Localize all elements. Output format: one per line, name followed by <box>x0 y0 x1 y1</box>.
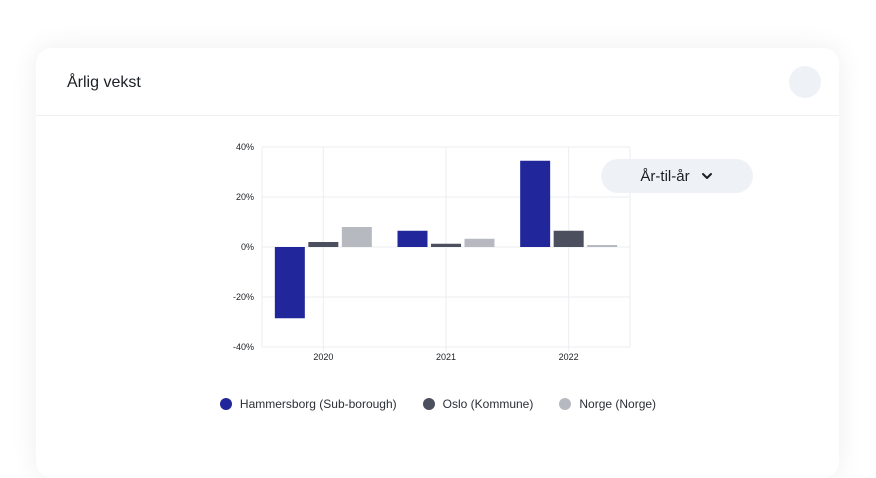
y-tick-label: -40% <box>233 342 254 352</box>
chevron-down-icon <box>701 173 712 179</box>
period-dropdown[interactable]: År-til-år <box>601 159 753 193</box>
legend-item[interactable]: Oslo (Kommune) <box>422 397 534 411</box>
header-action-button[interactable] <box>789 66 821 98</box>
bar-norge-2022 <box>587 245 618 247</box>
x-tick-label: 2021 <box>436 352 456 362</box>
legend-label: Hammersborg (Sub-borough) <box>239 397 397 411</box>
bar-norge-2021 <box>464 238 495 247</box>
legend-label: Norge (Norge) <box>579 397 657 411</box>
chart-legend: Hammersborg (Sub-borough) Oslo (Kommune) N… <box>0 397 876 411</box>
bar-oslo-2021 <box>431 243 461 247</box>
legend-swatch <box>422 398 435 410</box>
bar-hammersborg-2020 <box>274 247 305 319</box>
dropdown-selected-value: År-til-år <box>640 167 690 185</box>
y-tick-label: 20% <box>236 192 254 202</box>
legend-swatch <box>559 398 572 410</box>
card-header: Årlig vekst <box>36 48 839 116</box>
bar-oslo-2020 <box>308 242 339 247</box>
legend-swatch <box>219 398 232 410</box>
x-tick-label: 2020 <box>313 352 333 362</box>
bar-oslo-2022 <box>553 230 584 247</box>
card-title: Årlig vekst <box>67 74 141 91</box>
legend-item[interactable]: Norge (Norge) <box>559 397 656 411</box>
y-tick-label: -20% <box>233 292 254 302</box>
legend-item[interactable]: Hammersborg (Sub-borough) <box>219 397 397 411</box>
bar-hammersborg-2021 <box>397 230 428 247</box>
y-tick-label: 0% <box>241 242 254 252</box>
bar-norge-2020 <box>341 227 372 247</box>
annual-growth-card: Årlig vekst <box>36 48 839 478</box>
y-tick-label: 40% <box>236 142 254 152</box>
x-tick-label: 2022 <box>559 352 579 362</box>
legend-label: Oslo (Kommune) <box>442 397 534 411</box>
bar-hammersborg-2022 <box>520 160 551 247</box>
bar-chart: 40% 20% 0% -20% -40% 2020 2021 2022 <box>233 142 631 362</box>
